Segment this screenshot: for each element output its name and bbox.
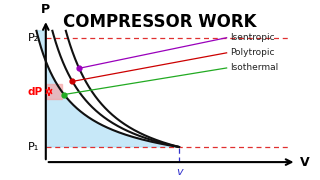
Text: P₁: P₁ — [28, 142, 39, 152]
Polygon shape — [46, 84, 62, 99]
Text: v: v — [176, 167, 182, 177]
Text: Polytropic: Polytropic — [230, 48, 274, 57]
Text: P₂: P₂ — [28, 33, 39, 43]
Text: dP: dP — [28, 87, 43, 96]
Text: Isothermal: Isothermal — [230, 64, 278, 73]
Text: P: P — [41, 3, 50, 16]
Text: Isentropic: Isentropic — [230, 33, 275, 42]
Polygon shape — [36, 31, 179, 147]
Text: COMPRESSOR WORK: COMPRESSOR WORK — [63, 12, 257, 30]
Text: V: V — [300, 156, 309, 169]
